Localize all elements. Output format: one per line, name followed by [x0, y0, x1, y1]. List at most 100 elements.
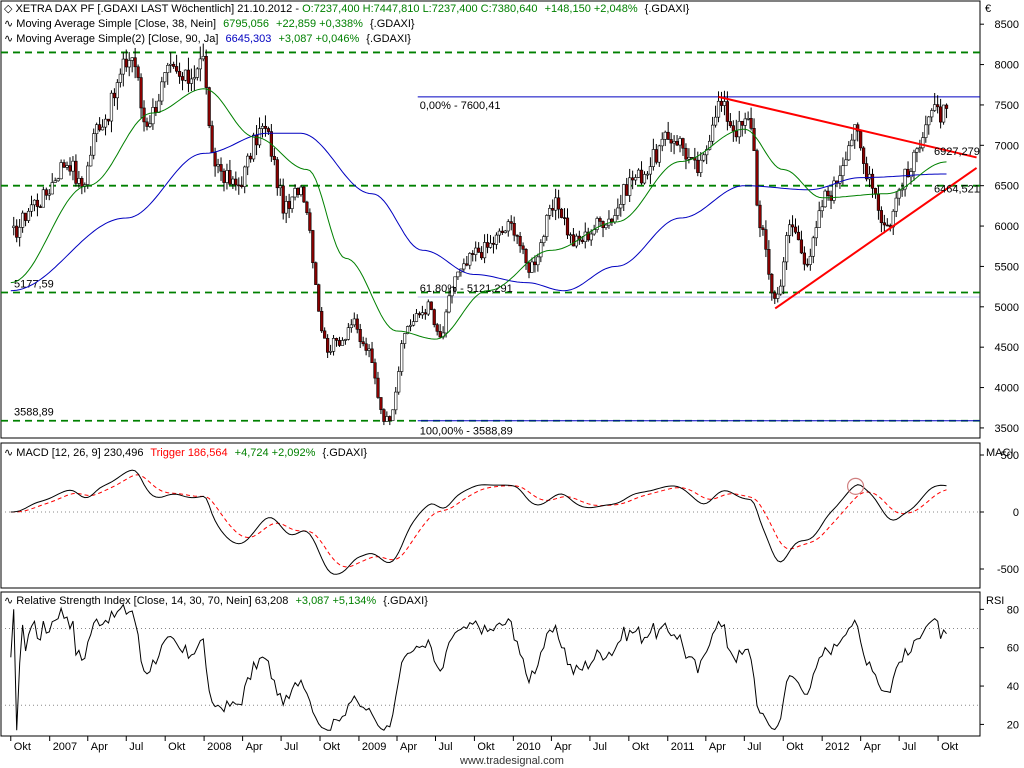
candle-body: [29, 204, 34, 212]
candle-body: [177, 70, 182, 77]
candle-body: [92, 133, 96, 156]
price-tick-label: 6000: [995, 221, 1019, 233]
candle-body: [403, 333, 407, 344]
macd-symbol: {.GDAXI}: [322, 447, 367, 459]
candle-body: [62, 162, 66, 168]
candle-body: [95, 124, 99, 134]
candle-body: [625, 184, 629, 196]
candle-body: [80, 178, 84, 187]
candle-body: [728, 121, 732, 126]
candle-body: [180, 76, 185, 81]
ma90-header: ∿ Moving Average Simple(2) [Close, 90, J…: [4, 33, 411, 45]
rsi-panel-frame[interactable]: [0, 591, 981, 737]
candle-body: [133, 57, 137, 68]
candle-body: [755, 150, 759, 206]
candle-body: [109, 92, 114, 122]
x-tick-label: Jul: [284, 741, 298, 753]
rsi-line: [1, 603, 980, 731]
candle-body: [379, 397, 383, 410]
candle-body: [583, 231, 587, 242]
candle-body: [565, 217, 570, 236]
candle-body: [776, 293, 780, 299]
candle-body: [841, 165, 845, 177]
candle-body: [240, 184, 244, 187]
x-tick-label: Jul: [902, 741, 916, 753]
candle-body: [388, 416, 392, 422]
candle-body: [195, 68, 199, 78]
candle-body: [690, 157, 694, 159]
candle-body: [222, 170, 226, 183]
candle-body: [346, 327, 350, 340]
candle-body: [838, 175, 842, 184]
x-tick-label: 2010: [516, 741, 540, 753]
candle-body: [713, 116, 718, 126]
candle-body: [506, 221, 510, 232]
candle-body: [568, 234, 573, 237]
candle-body: [595, 218, 599, 230]
candle-body: [820, 206, 824, 212]
candle-body: [408, 324, 413, 327]
candle-body: [106, 118, 111, 122]
rsi-tick-label: 20: [1007, 719, 1019, 731]
ma38-line: [10, 88, 947, 340]
candle-body: [175, 66, 179, 72]
candle-body: [225, 170, 229, 183]
candle-body: [636, 169, 641, 178]
x-tick-label: Okt: [168, 741, 185, 753]
candle-body: [429, 301, 433, 310]
candle-body: [468, 253, 472, 266]
candle-body: [74, 160, 78, 184]
ma90-label: Moving Average Simple(2) [Close, 90, Ja]: [16, 33, 218, 45]
candle-body: [361, 341, 365, 345]
price-header-line-1: ◇ XETRA DAX PF [.GDAXI LAST Wöchentlich]…: [4, 3, 690, 15]
candle-body: [802, 252, 806, 265]
candle-body: [808, 255, 812, 265]
candle-body: [234, 178, 238, 186]
candle-body: [921, 137, 925, 149]
candle-body: [272, 155, 276, 160]
rsi-header: ∿ Relative Strength Index [Close, 14, 30…: [4, 595, 428, 607]
macd-axis-label: MACI: [986, 447, 1014, 459]
candle-body: [474, 247, 478, 255]
candle-body: [823, 190, 827, 208]
candle-body: [127, 60, 131, 68]
candle-body: [524, 249, 528, 264]
candle-body: [500, 230, 504, 233]
macd-panel-frame[interactable]: [0, 442, 981, 589]
candle-body: [249, 155, 253, 160]
trendline-1: [718, 95, 977, 159]
candle-body: [770, 274, 774, 294]
price-tick-label: 5500: [995, 261, 1019, 273]
candle-body: [112, 92, 117, 99]
candle-body: [731, 125, 735, 132]
macd-crossover-marker: [846, 477, 865, 495]
candle-body: [323, 330, 327, 339]
ma90-symbol: {.GDAXI}: [366, 33, 411, 45]
candle-body: [927, 116, 931, 126]
currency-symbol: €: [985, 3, 991, 15]
candle-body: [779, 285, 783, 295]
candle-body: [497, 230, 501, 236]
candle-body: [551, 208, 555, 211]
x-tick-label: Jul: [593, 741, 607, 753]
candle-body: [299, 186, 303, 195]
candle-body: [859, 130, 863, 149]
candle-body: [326, 337, 330, 353]
ma38-label: Moving Average Simple [Close, 38, Nein]: [16, 18, 216, 30]
candle-body: [15, 225, 19, 238]
candle-body: [850, 139, 854, 147]
candle-body: [423, 312, 427, 315]
candle-body: [343, 339, 347, 341]
x-tick-label: Jul: [747, 741, 761, 753]
candle-body: [480, 252, 484, 259]
price-panel-frame[interactable]: [0, 0, 981, 439]
trendline-2: [774, 167, 978, 310]
candle-body: [21, 212, 25, 228]
candle-body: [752, 128, 756, 151]
candle-body: [799, 239, 804, 254]
candle-body: [397, 371, 401, 393]
candle-body: [145, 121, 149, 127]
candle-body: [23, 212, 28, 221]
candle-body: [708, 140, 712, 150]
